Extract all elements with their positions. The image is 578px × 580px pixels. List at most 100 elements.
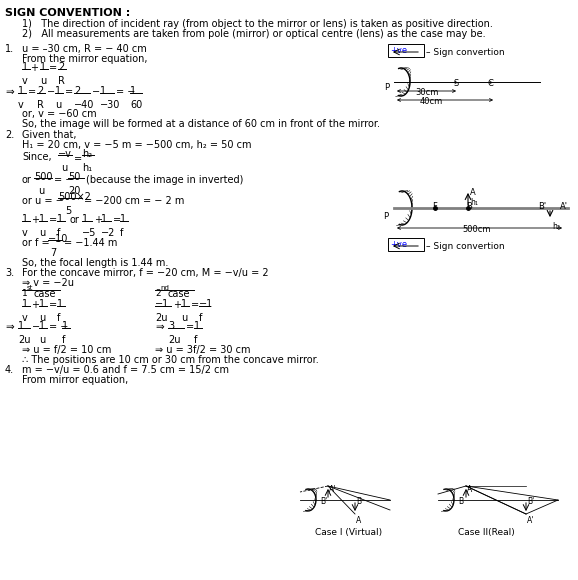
Text: From the mirror equation,: From the mirror equation, [22,54,147,64]
Text: −2: −2 [101,228,116,238]
Text: Since,: Since, [22,152,51,162]
Text: ⇒: ⇒ [5,87,14,97]
FancyBboxPatch shape [388,44,424,57]
Text: =: = [49,300,57,310]
Text: 5: 5 [65,206,71,216]
Text: +: + [31,215,39,225]
Text: 3: 3 [168,321,174,331]
Text: 1: 1 [120,214,126,224]
Text: h₁: h₁ [470,198,478,207]
Text: f: f [120,228,123,238]
Text: u: u [38,186,45,196]
Text: −: − [47,87,55,97]
Text: −5: −5 [82,228,97,238]
Text: H₁ = 20 cm, v = −5 m = −500 cm, h₂ = 50 cm: H₁ = 20 cm, v = −5 m = −500 cm, h₂ = 50 … [22,140,251,150]
Text: +: + [31,300,39,310]
Text: u: u [39,335,45,345]
Text: 1: 1 [22,214,28,224]
Text: B: B [466,202,472,211]
Text: R: R [37,100,44,110]
Text: ⇒: ⇒ [5,322,14,332]
Text: =: = [65,87,73,97]
Text: A: A [356,516,361,525]
Text: or: or [70,215,80,225]
Text: f: f [57,228,60,238]
Text: A': A' [560,202,568,211]
Text: ⇒ u = 3f/2 = 30 cm: ⇒ u = 3f/2 = 30 cm [155,345,250,355]
Text: A: A [467,485,472,494]
Text: 1: 1 [57,214,63,224]
Text: 2: 2 [74,86,80,96]
Text: 7: 7 [50,248,56,258]
Text: A: A [470,188,476,197]
Text: B': B' [538,202,546,211]
Text: 1: 1 [18,321,24,331]
Text: 30cm: 30cm [415,88,438,97]
Text: 2u: 2u [18,335,31,345]
Text: h₁: h₁ [82,163,92,173]
Text: case: case [168,289,191,299]
Text: =: = [74,154,82,164]
Text: = −: = − [49,322,68,332]
Text: B: B [458,497,463,506]
Text: Given that,: Given that, [22,130,76,140]
Text: u = –30 cm, R = − 40 cm: u = –30 cm, R = − 40 cm [22,44,147,54]
Text: 40cm: 40cm [420,97,443,106]
Text: +: + [30,63,38,73]
Text: A': A' [527,516,535,525]
Text: 1: 1 [39,321,45,331]
Text: = −1.44 m: = −1.44 m [64,238,117,248]
Text: ⇒: ⇒ [155,322,164,332]
Text: u: u [61,163,67,173]
Text: h₂: h₂ [82,149,92,159]
Text: f: f [194,335,197,345]
Text: 1: 1 [181,299,187,309]
Text: P: P [384,83,389,92]
Text: or u = −: or u = − [22,196,64,206]
Text: −: − [92,87,100,97]
Text: f: f [199,313,202,323]
Text: 2u: 2u [155,313,168,323]
Text: 2: 2 [58,62,64,72]
Text: 1: 1 [62,321,68,331]
Text: SIGN CONVENTION :: SIGN CONVENTION : [5,8,130,18]
Text: ⇒ v = −2u: ⇒ v = −2u [22,278,74,288]
Text: ∴ The positions are 10 cm or 30 cm from the concave mirror.: ∴ The positions are 10 cm or 30 cm from … [22,355,318,365]
Text: (because the image in inverted): (because the image in inverted) [86,175,243,185]
Text: 2.: 2. [5,130,14,140]
Text: B': B' [320,497,327,506]
Text: +ve: +ve [390,46,407,55]
Text: R: R [58,76,65,86]
Text: 1)   The direction of incident ray (from object to the mirror or lens) is taken : 1) The direction of incident ray (from o… [22,19,493,29]
Text: 1: 1 [22,62,28,72]
Text: 1: 1 [57,299,63,309]
Text: 1: 1 [101,214,107,224]
Text: v: v [22,313,28,323]
Text: 1: 1 [39,214,45,224]
Text: ⇒ u = f/2 = 10 cm: ⇒ u = f/2 = 10 cm [22,345,112,355]
Text: C: C [488,79,494,88]
Text: = −: = − [116,87,135,97]
Text: =: = [49,63,57,73]
Text: =: = [186,322,194,332]
Text: 500cm: 500cm [462,225,491,234]
Text: 50: 50 [68,172,80,182]
Text: +ve: +ve [390,240,407,249]
Text: −10: −10 [48,234,68,244]
Text: F: F [432,202,437,211]
Text: −1: −1 [155,299,169,309]
Text: st: st [27,285,34,291]
FancyBboxPatch shape [388,238,424,251]
Text: Case I (Virtual): Case I (Virtual) [315,528,382,537]
Text: 3.: 3. [5,268,14,278]
Text: or: or [22,175,32,185]
Text: −v: −v [58,149,72,159]
Text: f: f [57,313,60,323]
Text: B': B' [527,497,534,506]
Text: So, the image will be formed at a distance of 60 cm in front of the mirror.: So, the image will be formed at a distan… [22,119,380,129]
Text: =: = [28,87,36,97]
Text: B: B [356,497,361,506]
Text: +: + [173,300,181,310]
Text: −30: −30 [100,100,120,110]
Text: = −: = − [54,175,73,185]
